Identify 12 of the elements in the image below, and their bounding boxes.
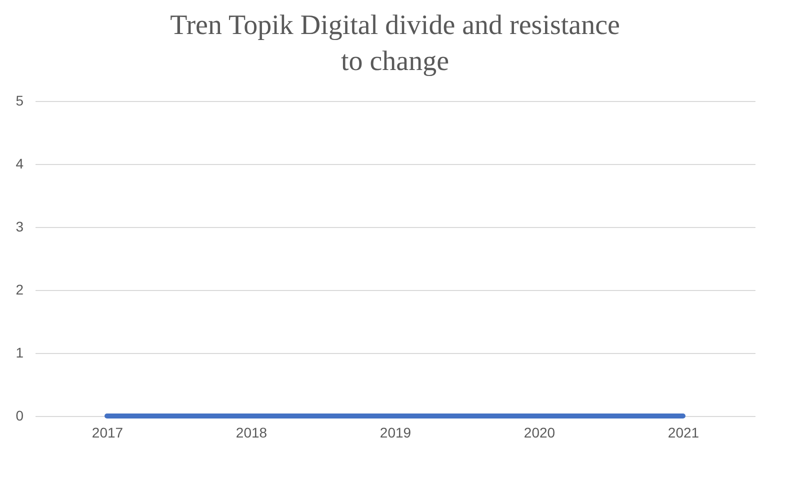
x-tick-label: 2017 — [92, 424, 124, 440]
y-tick-label: 0 — [16, 408, 24, 424]
chart-title: Tren Topik Digital divide and resistance to change — [170, 10, 620, 77]
x-tick-label: 2018 — [236, 424, 268, 440]
y-tick-label: 1 — [16, 344, 24, 360]
x-tick-label: 2019 — [380, 424, 412, 440]
y-tick-label: 2 — [16, 282, 24, 298]
y-tick-label: 5 — [16, 92, 24, 108]
x-tick-label: 2021 — [668, 424, 700, 440]
y-tick-label: 3 — [16, 218, 24, 234]
y-tick-label: 4 — [16, 156, 24, 172]
x-tick-label: 2020 — [524, 424, 556, 440]
